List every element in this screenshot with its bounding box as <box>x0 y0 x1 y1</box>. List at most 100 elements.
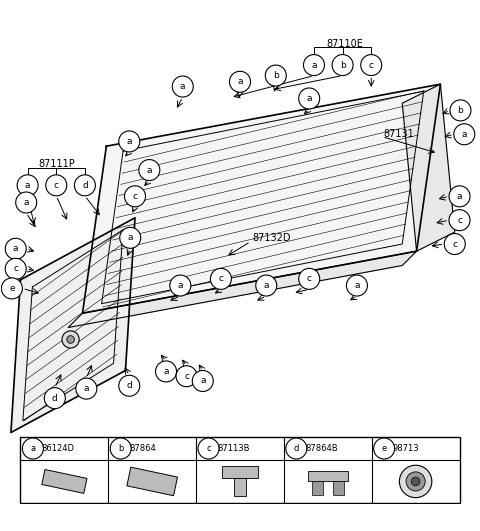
Text: c: c <box>457 216 462 225</box>
Polygon shape <box>402 84 455 251</box>
Text: a: a <box>457 192 462 201</box>
Circle shape <box>411 477 420 486</box>
Circle shape <box>76 378 97 399</box>
Polygon shape <box>312 482 323 495</box>
Circle shape <box>210 268 231 289</box>
Circle shape <box>286 438 307 459</box>
Text: b: b <box>273 71 279 80</box>
Text: a: a <box>24 198 29 207</box>
Circle shape <box>5 259 26 279</box>
Circle shape <box>67 336 74 343</box>
Text: 87131: 87131 <box>383 129 414 139</box>
Text: a: a <box>163 367 169 376</box>
Text: a: a <box>306 94 312 103</box>
Circle shape <box>119 375 140 396</box>
Polygon shape <box>308 471 348 482</box>
Text: a: a <box>462 130 467 139</box>
Text: c: c <box>54 181 59 190</box>
Text: a: a <box>237 78 243 86</box>
Circle shape <box>124 186 145 207</box>
Circle shape <box>170 275 191 296</box>
Text: 86124D: 86124D <box>41 444 74 453</box>
Text: a: a <box>30 444 36 453</box>
Text: a: a <box>13 244 18 253</box>
Text: 98713: 98713 <box>393 444 420 453</box>
Polygon shape <box>42 469 87 493</box>
Circle shape <box>229 71 251 92</box>
Text: e: e <box>382 444 387 453</box>
Circle shape <box>120 227 141 249</box>
Text: c: c <box>369 61 374 70</box>
Circle shape <box>347 275 367 296</box>
Circle shape <box>110 438 131 459</box>
Circle shape <box>62 331 79 348</box>
Text: d: d <box>52 393 58 402</box>
Text: b: b <box>118 444 123 453</box>
Circle shape <box>198 438 219 459</box>
Text: a: a <box>178 281 183 290</box>
Polygon shape <box>83 84 441 313</box>
Circle shape <box>256 275 277 296</box>
Circle shape <box>299 268 320 289</box>
Polygon shape <box>333 482 344 495</box>
Circle shape <box>450 100 471 121</box>
Circle shape <box>332 55 353 75</box>
Text: a: a <box>25 181 30 190</box>
Circle shape <box>406 472 425 491</box>
Text: 87110E: 87110E <box>326 39 363 49</box>
Polygon shape <box>234 477 246 496</box>
Circle shape <box>449 210 470 230</box>
Circle shape <box>119 131 140 152</box>
Text: 87864B: 87864B <box>305 444 337 453</box>
Text: 87132D: 87132D <box>252 233 290 243</box>
Circle shape <box>23 438 43 459</box>
Circle shape <box>74 175 96 196</box>
Circle shape <box>361 55 382 75</box>
Circle shape <box>303 55 324 75</box>
Text: b: b <box>340 61 346 70</box>
Circle shape <box>192 371 213 391</box>
Circle shape <box>449 186 470 207</box>
Circle shape <box>373 438 395 459</box>
Text: c: c <box>132 192 137 201</box>
Text: a: a <box>146 166 152 175</box>
Text: a: a <box>180 82 185 91</box>
Circle shape <box>156 361 177 382</box>
Text: a: a <box>127 137 132 146</box>
Text: b: b <box>457 106 463 115</box>
Text: c: c <box>13 264 18 273</box>
Circle shape <box>454 124 475 145</box>
Text: d: d <box>82 181 88 190</box>
Circle shape <box>139 159 160 181</box>
Text: 87864: 87864 <box>129 444 156 453</box>
Text: a: a <box>200 376 205 386</box>
Text: c: c <box>206 444 211 453</box>
Circle shape <box>44 388 65 409</box>
Circle shape <box>5 238 26 259</box>
Circle shape <box>399 465 432 498</box>
Text: c: c <box>184 372 189 381</box>
Circle shape <box>265 65 286 86</box>
Text: a: a <box>84 384 89 393</box>
Text: a: a <box>354 281 360 290</box>
Text: 87113B: 87113B <box>217 444 250 453</box>
Text: c: c <box>307 275 312 284</box>
Text: a: a <box>128 233 133 242</box>
Polygon shape <box>127 467 178 496</box>
Text: c: c <box>218 275 223 284</box>
Circle shape <box>444 234 465 254</box>
Circle shape <box>46 175 67 196</box>
Text: 87111P: 87111P <box>38 159 75 169</box>
Text: e: e <box>9 284 15 293</box>
Circle shape <box>299 88 320 109</box>
Circle shape <box>17 175 38 196</box>
Text: a: a <box>264 281 269 290</box>
Circle shape <box>176 366 197 387</box>
Text: d: d <box>126 381 132 390</box>
Text: d: d <box>294 444 299 453</box>
Text: a: a <box>311 61 317 70</box>
Polygon shape <box>11 218 135 433</box>
Circle shape <box>1 278 23 299</box>
Circle shape <box>172 76 193 97</box>
Text: c: c <box>452 239 457 249</box>
